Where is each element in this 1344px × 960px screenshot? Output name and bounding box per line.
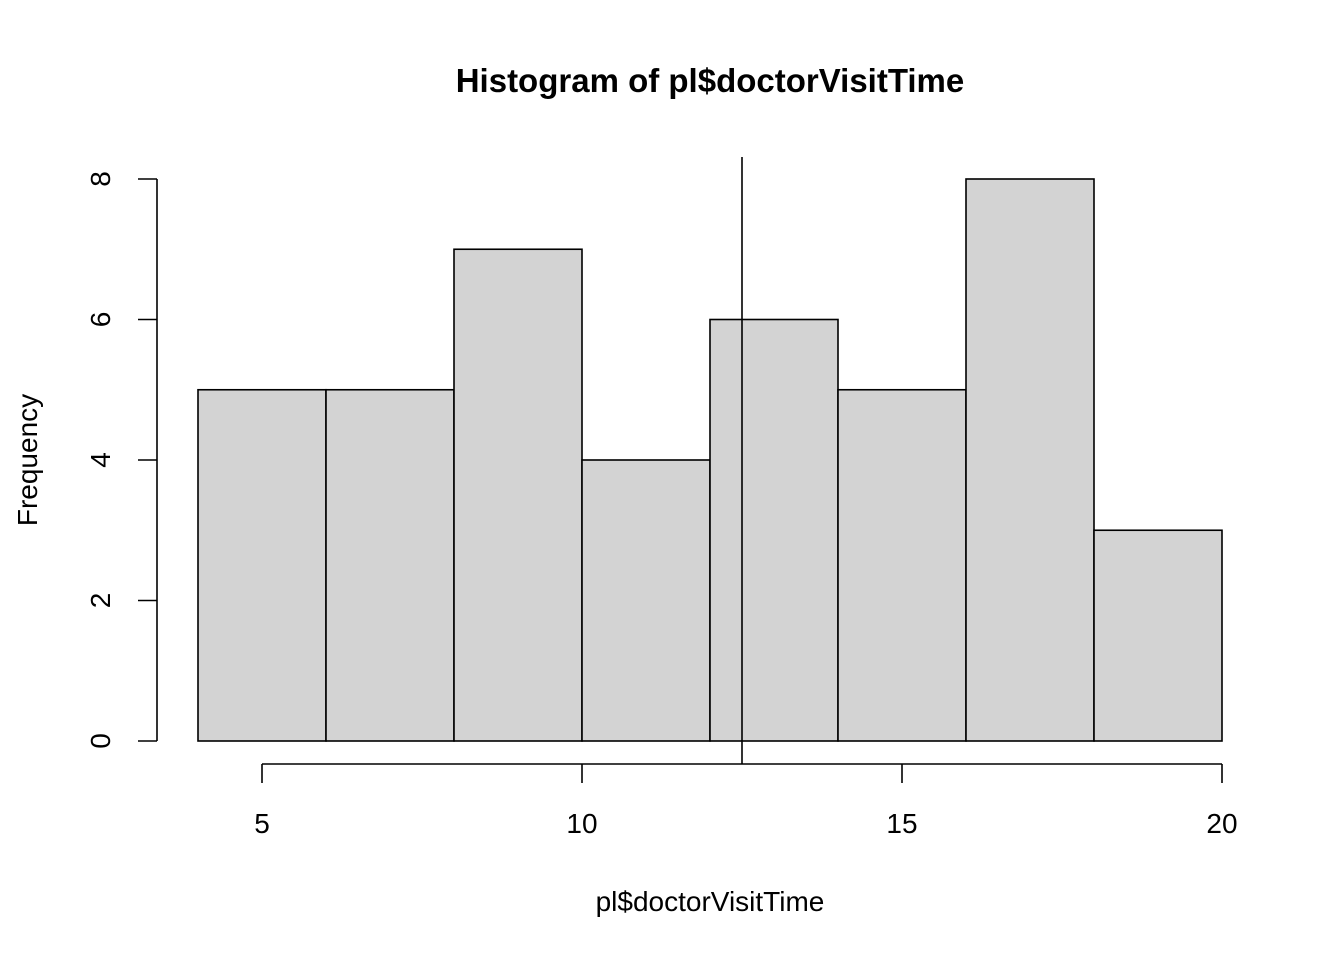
x-tick-label: 20	[1206, 808, 1237, 839]
histogram-bar-7	[965, 178, 1095, 742]
histogram-bar-1	[197, 388, 327, 742]
y-tick-label: 4	[85, 452, 116, 468]
x-axis: 5 10 15 20	[254, 763, 1238, 839]
y-tick-label: 8	[85, 171, 116, 187]
x-axis-label: pl$doctorVisitTime	[596, 886, 825, 917]
y-tick-label: 2	[85, 593, 116, 609]
histogram-bar-8	[1093, 529, 1223, 742]
histogram-bars	[197, 178, 1223, 742]
chart-title: Histogram of pl$doctorVisitTime	[456, 62, 965, 99]
x-tick-label: 10	[566, 808, 597, 839]
y-axis: 0 2 4 6 8	[85, 171, 158, 749]
x-tick-label: 15	[886, 808, 917, 839]
histogram-bar-2	[325, 388, 455, 742]
histogram-bar-4	[581, 459, 711, 742]
histogram-bar-6	[837, 388, 967, 742]
histogram-bar-5	[709, 318, 839, 742]
y-tick-label: 6	[85, 312, 116, 328]
histogram-bar-3	[453, 248, 583, 742]
x-tick-label: 5	[254, 808, 270, 839]
y-axis-label: Frequency	[12, 394, 43, 526]
y-tick-label: 0	[85, 733, 116, 749]
